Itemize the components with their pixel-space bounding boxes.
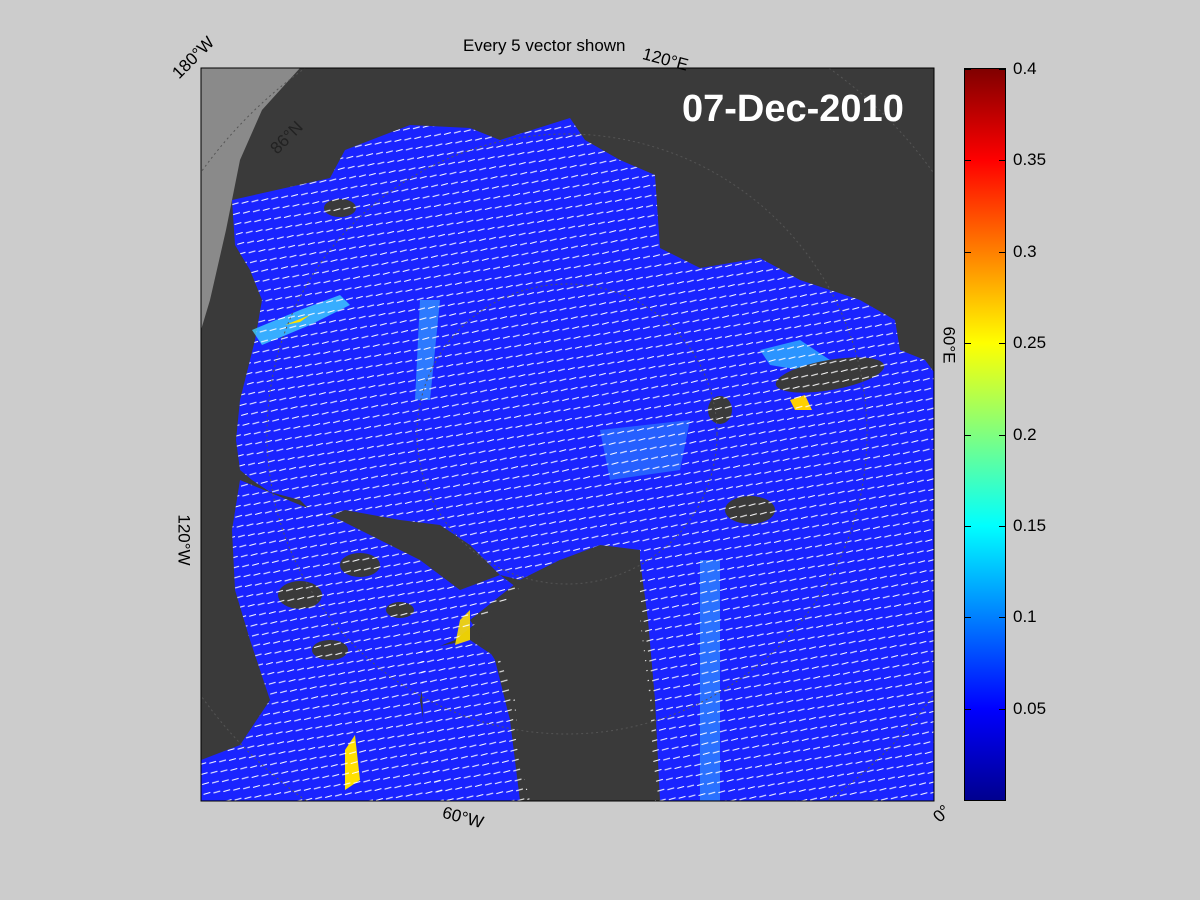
colorbar-tick-mark [999, 160, 1005, 162]
colorbar-tick-mark [965, 343, 971, 345]
colorbar-tick-mark [965, 434, 971, 436]
lon-label-60e: 60°E [939, 326, 959, 364]
colorbar-tick-mark [999, 251, 1005, 253]
lon-label-120w: 120°W [174, 514, 194, 566]
colorbar-tick-mark [965, 708, 971, 710]
colorbar-tick-label: 0.4 [1013, 59, 1037, 78]
colorbar-tick-label: 0.2 [1013, 424, 1037, 444]
chart-title: Every 5 vector shown [463, 36, 626, 55]
ice-velocity-field [201, 118, 934, 801]
colorbar-tick-mark [965, 251, 971, 253]
colorbar-tick-mark [965, 69, 971, 70]
colorbar-tick-mark [965, 525, 971, 527]
colorbar [964, 68, 1006, 801]
colorbar-gradient [965, 69, 1005, 800]
colorbar-tick-label: 0.25 [1013, 333, 1047, 353]
map-frame [200, 67, 935, 802]
colorbar-tick-mark [965, 617, 971, 619]
velocity-vectors [232, 118, 934, 801]
colorbar-tick-mark [999, 525, 1005, 527]
colorbar-tick-mark [999, 617, 1005, 619]
colorbar-tick-label: 0.05 [1013, 698, 1047, 718]
colorbar-tick-mark [999, 343, 1005, 345]
colorbar-tick-mark [999, 434, 1005, 436]
date-label: 07-Dec-2010 [682, 88, 904, 130]
colorbar-tick-label: 0.35 [1013, 150, 1047, 170]
colorbar-tick-mark [999, 69, 1005, 70]
graticule [201, 68, 934, 801]
outside-region [201, 68, 300, 330]
colorbar-tick-label: 0.15 [1013, 515, 1047, 535]
colorbar-tick-label: 0.3 [1013, 241, 1037, 261]
colorbar-tick-label: 0.1 [1013, 607, 1037, 627]
colorbar-tick-mark [999, 708, 1005, 710]
map-area [201, 68, 934, 801]
colorbar-tick-mark [965, 160, 971, 162]
